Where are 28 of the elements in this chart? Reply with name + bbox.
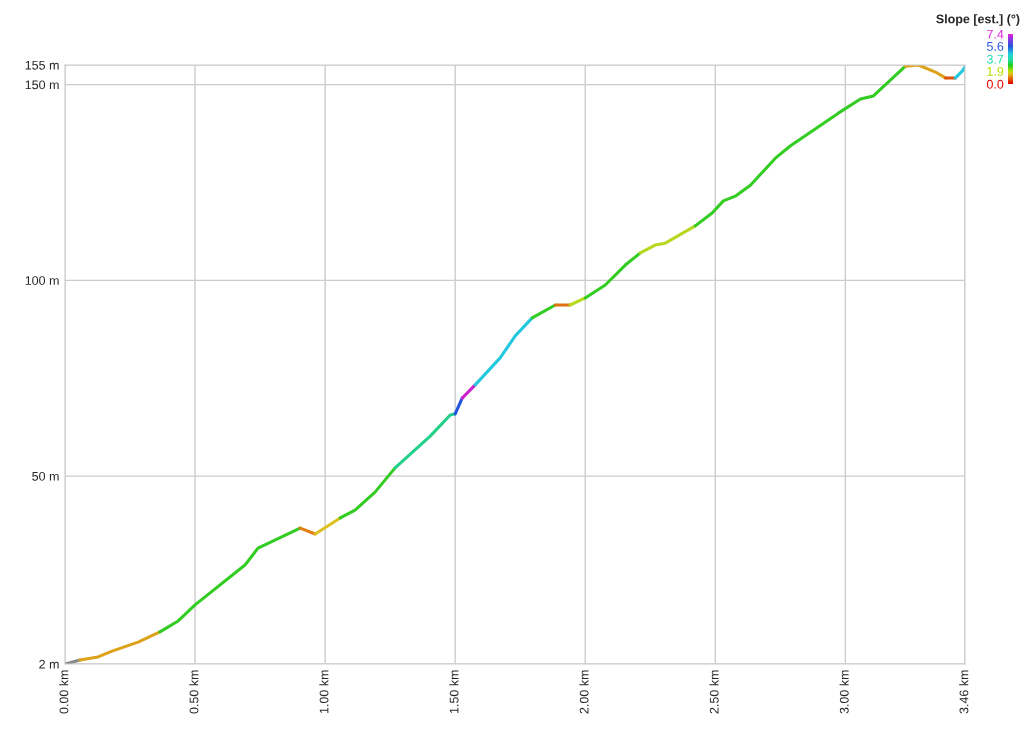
line-series xyxy=(473,316,534,387)
x-tick-label: 1.00 km xyxy=(319,670,329,714)
color-bar-title: Slope [est.] (°) xyxy=(936,14,1020,26)
x-tick-label: 0.00 km xyxy=(59,670,69,714)
y-tick-label: 2 m xyxy=(39,659,59,669)
line-series xyxy=(338,466,397,520)
x-tick-label: 1.50 km xyxy=(449,670,459,714)
color-bar-label: 1.9 xyxy=(987,66,1004,76)
line-series xyxy=(638,224,697,255)
y-tick-label: 50 m xyxy=(32,471,59,481)
y-tick-label: 100 m xyxy=(25,276,59,285)
line-series xyxy=(693,65,907,228)
line-series xyxy=(903,65,948,80)
x-tick-label: 3.00 km xyxy=(839,670,849,714)
line-series xyxy=(393,412,457,470)
x-tick-label: 2.00 km xyxy=(579,670,589,714)
color-bar-label: 0.0 xyxy=(986,79,1004,89)
x-tick-label: 2.50 km xyxy=(709,670,719,714)
color-bar-label: 3.7 xyxy=(986,54,1004,64)
y-tick-label: 150 m xyxy=(25,80,59,90)
color-bar-label: 7.4 xyxy=(987,29,1004,39)
x-tick-label: 0.50 km xyxy=(189,670,199,714)
line-series xyxy=(158,526,302,634)
y-tick-label: 155 m xyxy=(25,60,59,70)
line-series xyxy=(583,251,642,300)
x-tick-label: 3.46 km xyxy=(959,670,969,714)
color-bar-label: 5.6 xyxy=(986,41,1004,51)
line-series xyxy=(78,630,162,662)
